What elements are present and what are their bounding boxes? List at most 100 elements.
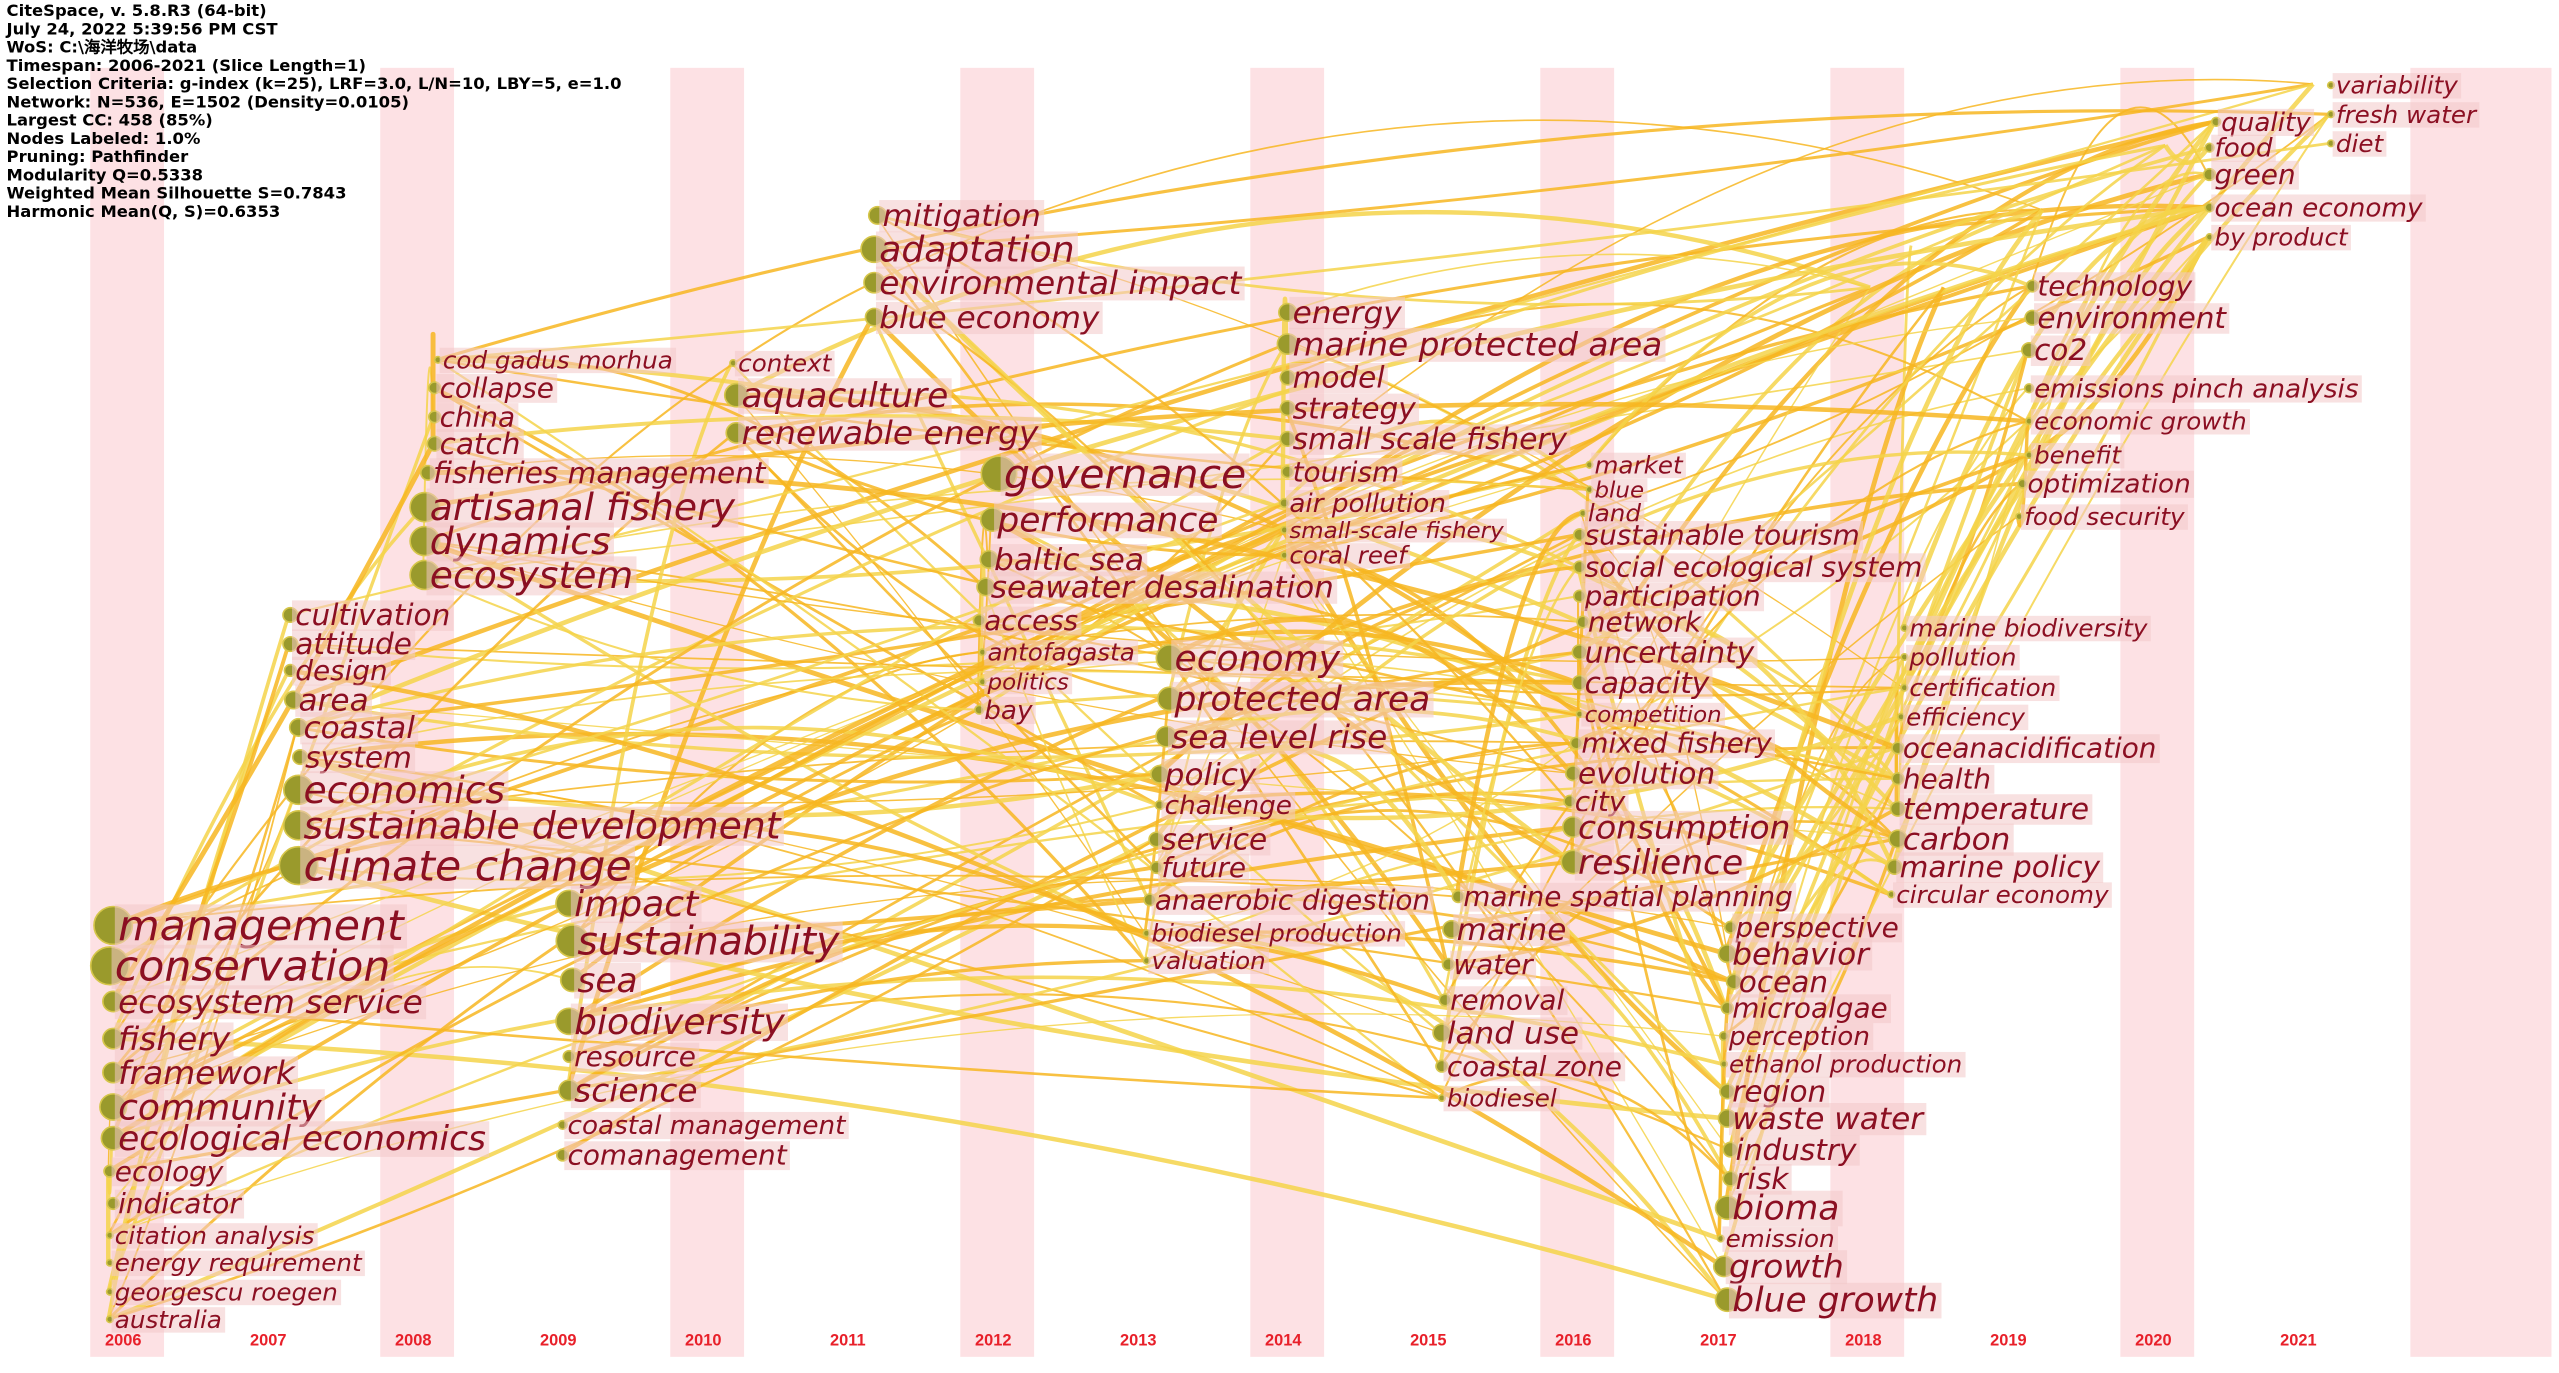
label-background	[1584, 608, 1705, 638]
label-background	[1725, 1051, 1966, 1078]
link	[111, 874, 1457, 927]
keyword-label: diet	[2336, 129, 2385, 158]
keyword-label: sustainable tourism	[1585, 519, 1860, 552]
keyword-label: marine spatial planning	[1463, 880, 1793, 913]
keyword-label: marine biodiversity	[1909, 614, 2148, 643]
keyword-label: microalgae	[1732, 992, 1887, 1025]
label-background	[875, 266, 1245, 301]
keyword-label: dynamics	[430, 519, 611, 563]
label-background	[574, 962, 641, 999]
keyword-label: system	[305, 740, 412, 774]
label-background	[1581, 637, 1758, 669]
label-background	[2332, 73, 2462, 99]
keyword-label: food	[2215, 134, 2273, 164]
label-background	[436, 429, 524, 460]
keyword-label: resilience	[1578, 843, 1743, 883]
label-background	[1453, 914, 1570, 947]
keyword-label: energy	[1293, 295, 1403, 331]
keyword-label: food security	[2024, 502, 2185, 531]
year-label: 2013	[1120, 1332, 1156, 1350]
keyword-label: waste water	[1732, 1101, 1925, 1137]
label-background	[426, 556, 637, 596]
label-background	[1443, 1052, 1626, 1082]
link	[432, 386, 1147, 962]
label-background	[114, 904, 408, 949]
keyword-label: perception	[1728, 1022, 1870, 1052]
label-background	[301, 742, 416, 774]
year-label: 2006	[105, 1332, 141, 1350]
keyword-label: ecological economics	[118, 1119, 486, 1159]
year-label: 2009	[540, 1332, 576, 1350]
keyword-label: efficiency	[1906, 702, 2025, 731]
label-background	[114, 1056, 299, 1091]
labels: 2006 2007 2008 2009 2010 2011 2012 2013 2014 2015…	[105, 71, 2480, 1350]
link	[871, 315, 1573, 864]
keyword-label: energy requirement	[115, 1248, 363, 1277]
keyword-label: artisanal fishery	[430, 485, 736, 529]
keyword-label: water	[1453, 948, 1534, 981]
keyword-label: bay	[984, 696, 1033, 726]
label-background	[1902, 704, 2029, 731]
header-line: Network: N=536, E=1502 (Density=0.0105)	[7, 93, 409, 112]
label-background	[111, 1157, 227, 1187]
label-background	[1581, 582, 1765, 612]
label-background	[291, 600, 454, 631]
label-background	[738, 416, 1042, 451]
keyword-label: fishery	[118, 1020, 231, 1058]
keyword-label: biodiversity	[574, 1002, 785, 1043]
keyword-label: attitude	[295, 627, 412, 661]
year-label: 2020	[2135, 1332, 2171, 1350]
label-background	[1286, 518, 1507, 543]
link	[110, 527, 1284, 1141]
link	[872, 82, 2314, 251]
label-background	[1581, 668, 1713, 699]
label-background	[1728, 1282, 1942, 1319]
keyword-label: ocean	[1739, 965, 1828, 999]
keyword-label: australia	[115, 1305, 222, 1334]
header-line: Pruning: Pathfinder	[7, 147, 189, 166]
label-background	[2020, 504, 2188, 530]
link	[1730, 120, 2217, 983]
keyword-label: economics	[303, 768, 505, 812]
link	[872, 119, 2043, 284]
keyword-label: marine policy	[1900, 850, 2101, 884]
label-background	[875, 231, 1078, 269]
keyword-label: economy	[1175, 639, 1341, 680]
link	[566, 865, 1156, 1092]
label-background	[1899, 823, 2014, 856]
link	[733, 431, 1169, 701]
keyword-label: anaerobic digestion	[1155, 884, 1430, 917]
label-background	[574, 921, 843, 963]
header-line: Timespan: 2006-2021 (Slice Length=1)	[7, 56, 366, 75]
link	[1144, 806, 1897, 962]
label-background	[436, 374, 558, 403]
label-background	[2211, 224, 2351, 251]
link	[2029, 106, 2209, 287]
keyword-label: blue growth	[1732, 1281, 1938, 1321]
link	[734, 394, 1146, 934]
label-background	[1574, 845, 1747, 881]
year-label: 2015	[1410, 1332, 1446, 1350]
header-line: WoS: C:\海洋牧场\data	[7, 38, 198, 57]
keyword-label: seawater desalination	[991, 570, 1334, 606]
year-label: 2021	[2280, 1332, 2316, 1350]
label-background	[980, 606, 1082, 636]
keyword-label: coastal zone	[1447, 1050, 1622, 1083]
label-background	[2211, 134, 2276, 162]
label-background	[1728, 1103, 1927, 1136]
label-background	[875, 301, 1103, 335]
label-background	[2034, 303, 2230, 334]
link	[2163, 144, 2210, 165]
label-background	[879, 200, 1045, 233]
keyword-label: catch	[440, 427, 521, 461]
keyword-label: sea	[577, 961, 637, 1001]
keyword-label: marine protected area	[1293, 326, 1663, 364]
label-background	[1581, 521, 1864, 550]
label-background	[1286, 543, 1411, 569]
keyword-label: health	[1903, 762, 1991, 795]
keyword-label: ecology	[115, 1155, 224, 1188]
link	[1454, 511, 1582, 897]
keyword-label: emission	[1726, 1224, 1835, 1253]
label-background	[1148, 921, 1406, 947]
label-background	[1722, 1226, 1838, 1252]
